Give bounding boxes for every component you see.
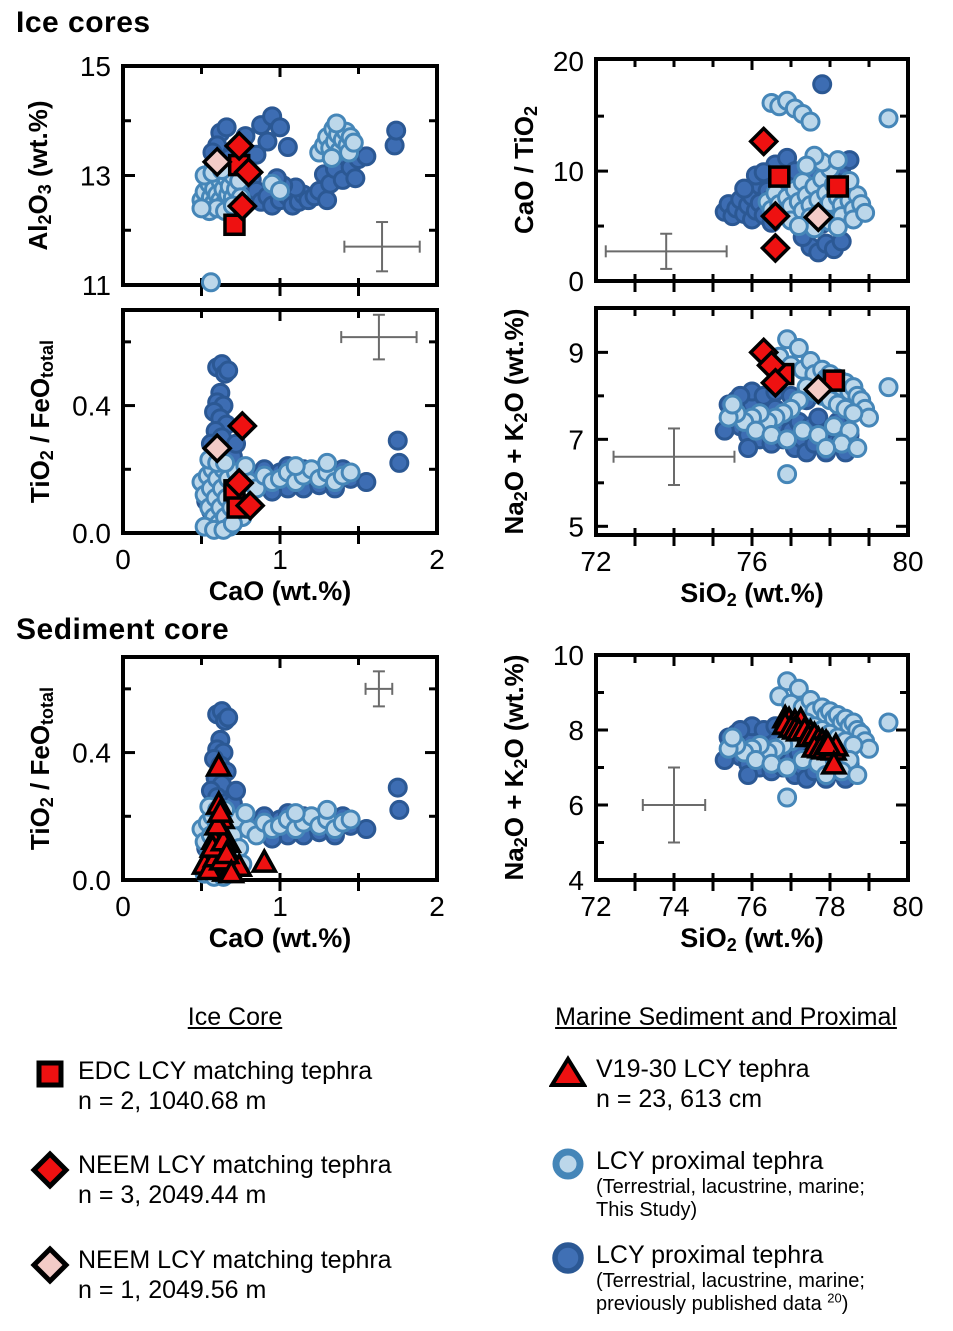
legend-note: (Terrestrial, lacustrine, marine; (596, 1176, 865, 1198)
svg-text:20: 20 (553, 46, 584, 77)
legend-item-edc: EDC LCY matching tephra n = 2, 1040.68 m (22, 1056, 372, 1116)
svg-text:6: 6 (568, 790, 584, 821)
legend-header-ice-core: Ice Core (187, 1003, 283, 1031)
series-diamond (223, 130, 265, 222)
svg-text:1: 1 (272, 544, 288, 575)
svg-text:0.0: 0.0 (72, 865, 111, 896)
svg-text:8: 8 (568, 715, 584, 746)
legend-sub: n = 3, 2049.44 m (78, 1181, 267, 1209)
svg-text:SiO2 (wt.%): SiO2 (wt.%) (680, 923, 824, 955)
panel-ice-tio2-feo-vs-cao: 0 1 2 0.0 0.4 CaO (wt.%) TiO2 / FeOtotal (25, 308, 445, 606)
svg-text:2: 2 (429, 891, 445, 922)
series-square (768, 165, 850, 198)
svg-text:TiO2 / FeOtotal: TiO2 / FeOtotal (25, 340, 57, 503)
panel-ice-alkali-vs-sio2: 72 76 80 5 7 9 SiO2 (wt.%) Na2O + K2O (wt.%) (499, 306, 924, 610)
section-title-ice-cores: Ice cores (16, 6, 151, 39)
light-circle-icon (540, 1146, 596, 1182)
svg-text:76: 76 (736, 546, 767, 577)
svg-text:1: 1 (272, 891, 288, 922)
pink-diamond-icon (22, 1245, 78, 1285)
legend-label: NEEM LCY matching tephra (78, 1151, 392, 1179)
legend-header-marine: Marine Sediment and Proximal (555, 1003, 897, 1031)
legend-sub: n = 2, 1040.68 m (78, 1087, 267, 1115)
series-pink (802, 373, 834, 405)
legend-label: EDC LCY matching tephra (78, 1057, 373, 1085)
svg-text:13: 13 (80, 160, 111, 191)
svg-text:78: 78 (814, 891, 845, 922)
svg-text:Na2O + K2O (wt.%): Na2O + K2O (wt.%) (499, 655, 531, 881)
svg-text:11: 11 (82, 270, 111, 301)
panel-ice-cao-tio2-vs-sio2: 0 10 20 CaO / TiO2 (509, 46, 910, 297)
series-diamond (748, 336, 791, 399)
red-triangle-icon (540, 1054, 596, 1090)
svg-text:15: 15 (80, 51, 111, 82)
legend-item-neem-2: NEEM LCY matching tephra n = 1, 2049.56 … (22, 1245, 392, 1305)
svg-text:0: 0 (115, 544, 131, 575)
svg-text:80: 80 (892, 891, 923, 922)
legend-note: This Study) (596, 1199, 698, 1221)
svg-text:2: 2 (429, 544, 445, 575)
section-title-sediment-core: Sediment core (16, 613, 230, 646)
svg-text:Al2O3 (wt.%): Al2O3 (wt.%) (23, 100, 55, 250)
legend-sub: n = 23, 613 cm (596, 1085, 763, 1113)
legend-sub: n = 1, 2049.56 m (78, 1276, 267, 1304)
svg-text:5: 5 (568, 511, 584, 542)
svg-text:0.4: 0.4 (72, 737, 111, 768)
series-pink (802, 201, 834, 233)
legend-label: V19-30 LCY tephra (596, 1055, 810, 1083)
svg-text:Na2O + K2O (wt.%): Na2O + K2O (wt.%) (499, 309, 531, 535)
svg-text:CaO / TiO2: CaO / TiO2 (509, 106, 541, 234)
legend-item-lcy-published: LCY proximal tephra (Terrestrial, lacust… (540, 1240, 865, 1316)
series-pink (201, 146, 233, 178)
svg-text:SiO2 (wt.%): SiO2 (wt.%) (680, 578, 824, 610)
svg-text:80: 80 (892, 546, 923, 577)
series-triangle (190, 751, 279, 884)
dark-circle-icon (540, 1240, 596, 1276)
svg-text:10: 10 (553, 640, 584, 671)
legend-item-neem-1: NEEM LCY matching tephra n = 3, 2049.44 … (22, 1150, 392, 1210)
svg-text:7: 7 (568, 424, 584, 455)
red-diamond-icon (22, 1150, 78, 1190)
red-square-icon (22, 1056, 78, 1092)
legend-item-v19-30: V19-30 LCY tephra n = 23, 613 cm (540, 1054, 810, 1114)
series-triangle (771, 703, 850, 775)
panel-sed-alkali-vs-sio2: 72 74 76 78 80 4 6 8 10 SiO2 (wt.%) Na2O + K2O (wt… (499, 640, 924, 956)
legend-note: (Terrestrial, lacustrine, marine; (596, 1270, 865, 1292)
svg-text:4: 4 (568, 865, 584, 896)
svg-text:76: 76 (736, 891, 767, 922)
svg-text:74: 74 (658, 891, 689, 922)
series-pink (201, 432, 233, 464)
svg-text:0: 0 (115, 891, 131, 922)
svg-text:CaO (wt.%): CaO (wt.%) (209, 576, 352, 606)
legend-label: NEEM LCY matching tephra (78, 1246, 392, 1274)
legend-label: LCY proximal tephra (596, 1241, 824, 1269)
panel-sed-tio2-feo-vs-cao: 0 1 2 0.0 0.4 CaO (wt.%) TiO2 / FeOtotal (25, 655, 445, 953)
legend-note: previously published data 20) (596, 1290, 849, 1315)
svg-text:0.4: 0.4 (72, 390, 111, 421)
svg-text:10: 10 (553, 156, 584, 187)
series-diamond (748, 125, 791, 264)
panel-ice-al2o3-vs-cao: 11 13 15 Al2O3 (wt.%) (23, 51, 439, 301)
series-diamond (223, 410, 266, 522)
svg-text:0: 0 (568, 266, 584, 297)
svg-text:CaO (wt.%): CaO (wt.%) (209, 923, 352, 953)
svg-text:9: 9 (568, 337, 584, 368)
legend-item-lcy-this-study: LCY proximal tephra (Terrestrial, lacust… (540, 1146, 865, 1222)
svg-text:72: 72 (580, 891, 611, 922)
svg-text:0.0: 0.0 (72, 518, 111, 549)
svg-text:TiO2 / FeOtotal: TiO2 / FeOtotal (25, 687, 57, 850)
legend-label: LCY proximal tephra (596, 1147, 824, 1175)
svg-text:72: 72 (580, 546, 611, 577)
